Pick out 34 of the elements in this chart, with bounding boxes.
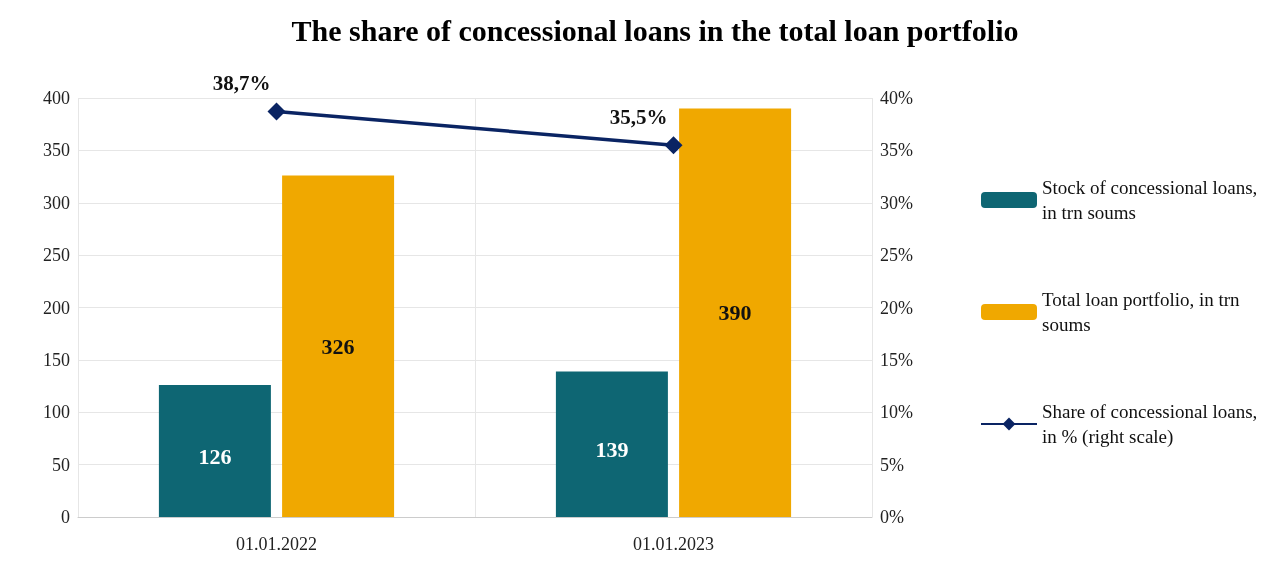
y2-tick-label: 35%	[880, 140, 913, 161]
data-label: 139	[595, 436, 629, 462]
y-tick-label: 0	[61, 507, 70, 527]
x-tick-label: 01.01.2022	[236, 534, 317, 554]
legend-label: Stock of concessional loans, in trn soums	[1042, 177, 1263, 223]
y-tick-label: 300	[43, 192, 70, 213]
bar	[679, 108, 792, 517]
y2-tick-label: 20%	[880, 297, 913, 318]
y2-tick-label: 0%	[880, 507, 904, 527]
y2-tick-label: 30%	[880, 192, 913, 213]
chart-title: The share of concessional loans in the total loan portfolio	[291, 13, 1019, 47]
y-tick-label: 50	[52, 454, 70, 475]
bar	[282, 175, 395, 517]
data-label: 38,7%	[212, 71, 271, 96]
bar	[555, 371, 668, 517]
legend-label: Total loan portfolio, in trn soums	[1042, 289, 1245, 335]
y2-tick-label: 40%	[880, 88, 913, 108]
y2-tick-label: 5%	[880, 454, 904, 475]
x-tick-label: 01.01.2023	[633, 534, 714, 554]
y-tick-label: 150	[43, 349, 70, 370]
bar	[158, 385, 271, 517]
y-tick-label: 200	[43, 297, 70, 318]
data-label: 390	[718, 300, 752, 326]
y-tick-label: 250	[43, 245, 70, 266]
y-tick-label: 350	[43, 140, 70, 161]
y-tick-label: 400	[43, 88, 70, 108]
y-tick-label: 100	[43, 402, 70, 423]
y2-tick-label: 25%	[880, 245, 913, 266]
data-label: 35,5%	[609, 104, 668, 129]
data-label: 326	[321, 333, 355, 359]
legend-label: Share of concessional loans, in % (right scale)	[1042, 401, 1263, 448]
y2-tick-label: 10%	[880, 402, 913, 423]
y2-tick-label: 15%	[880, 349, 913, 370]
data-label: 126	[198, 443, 232, 469]
